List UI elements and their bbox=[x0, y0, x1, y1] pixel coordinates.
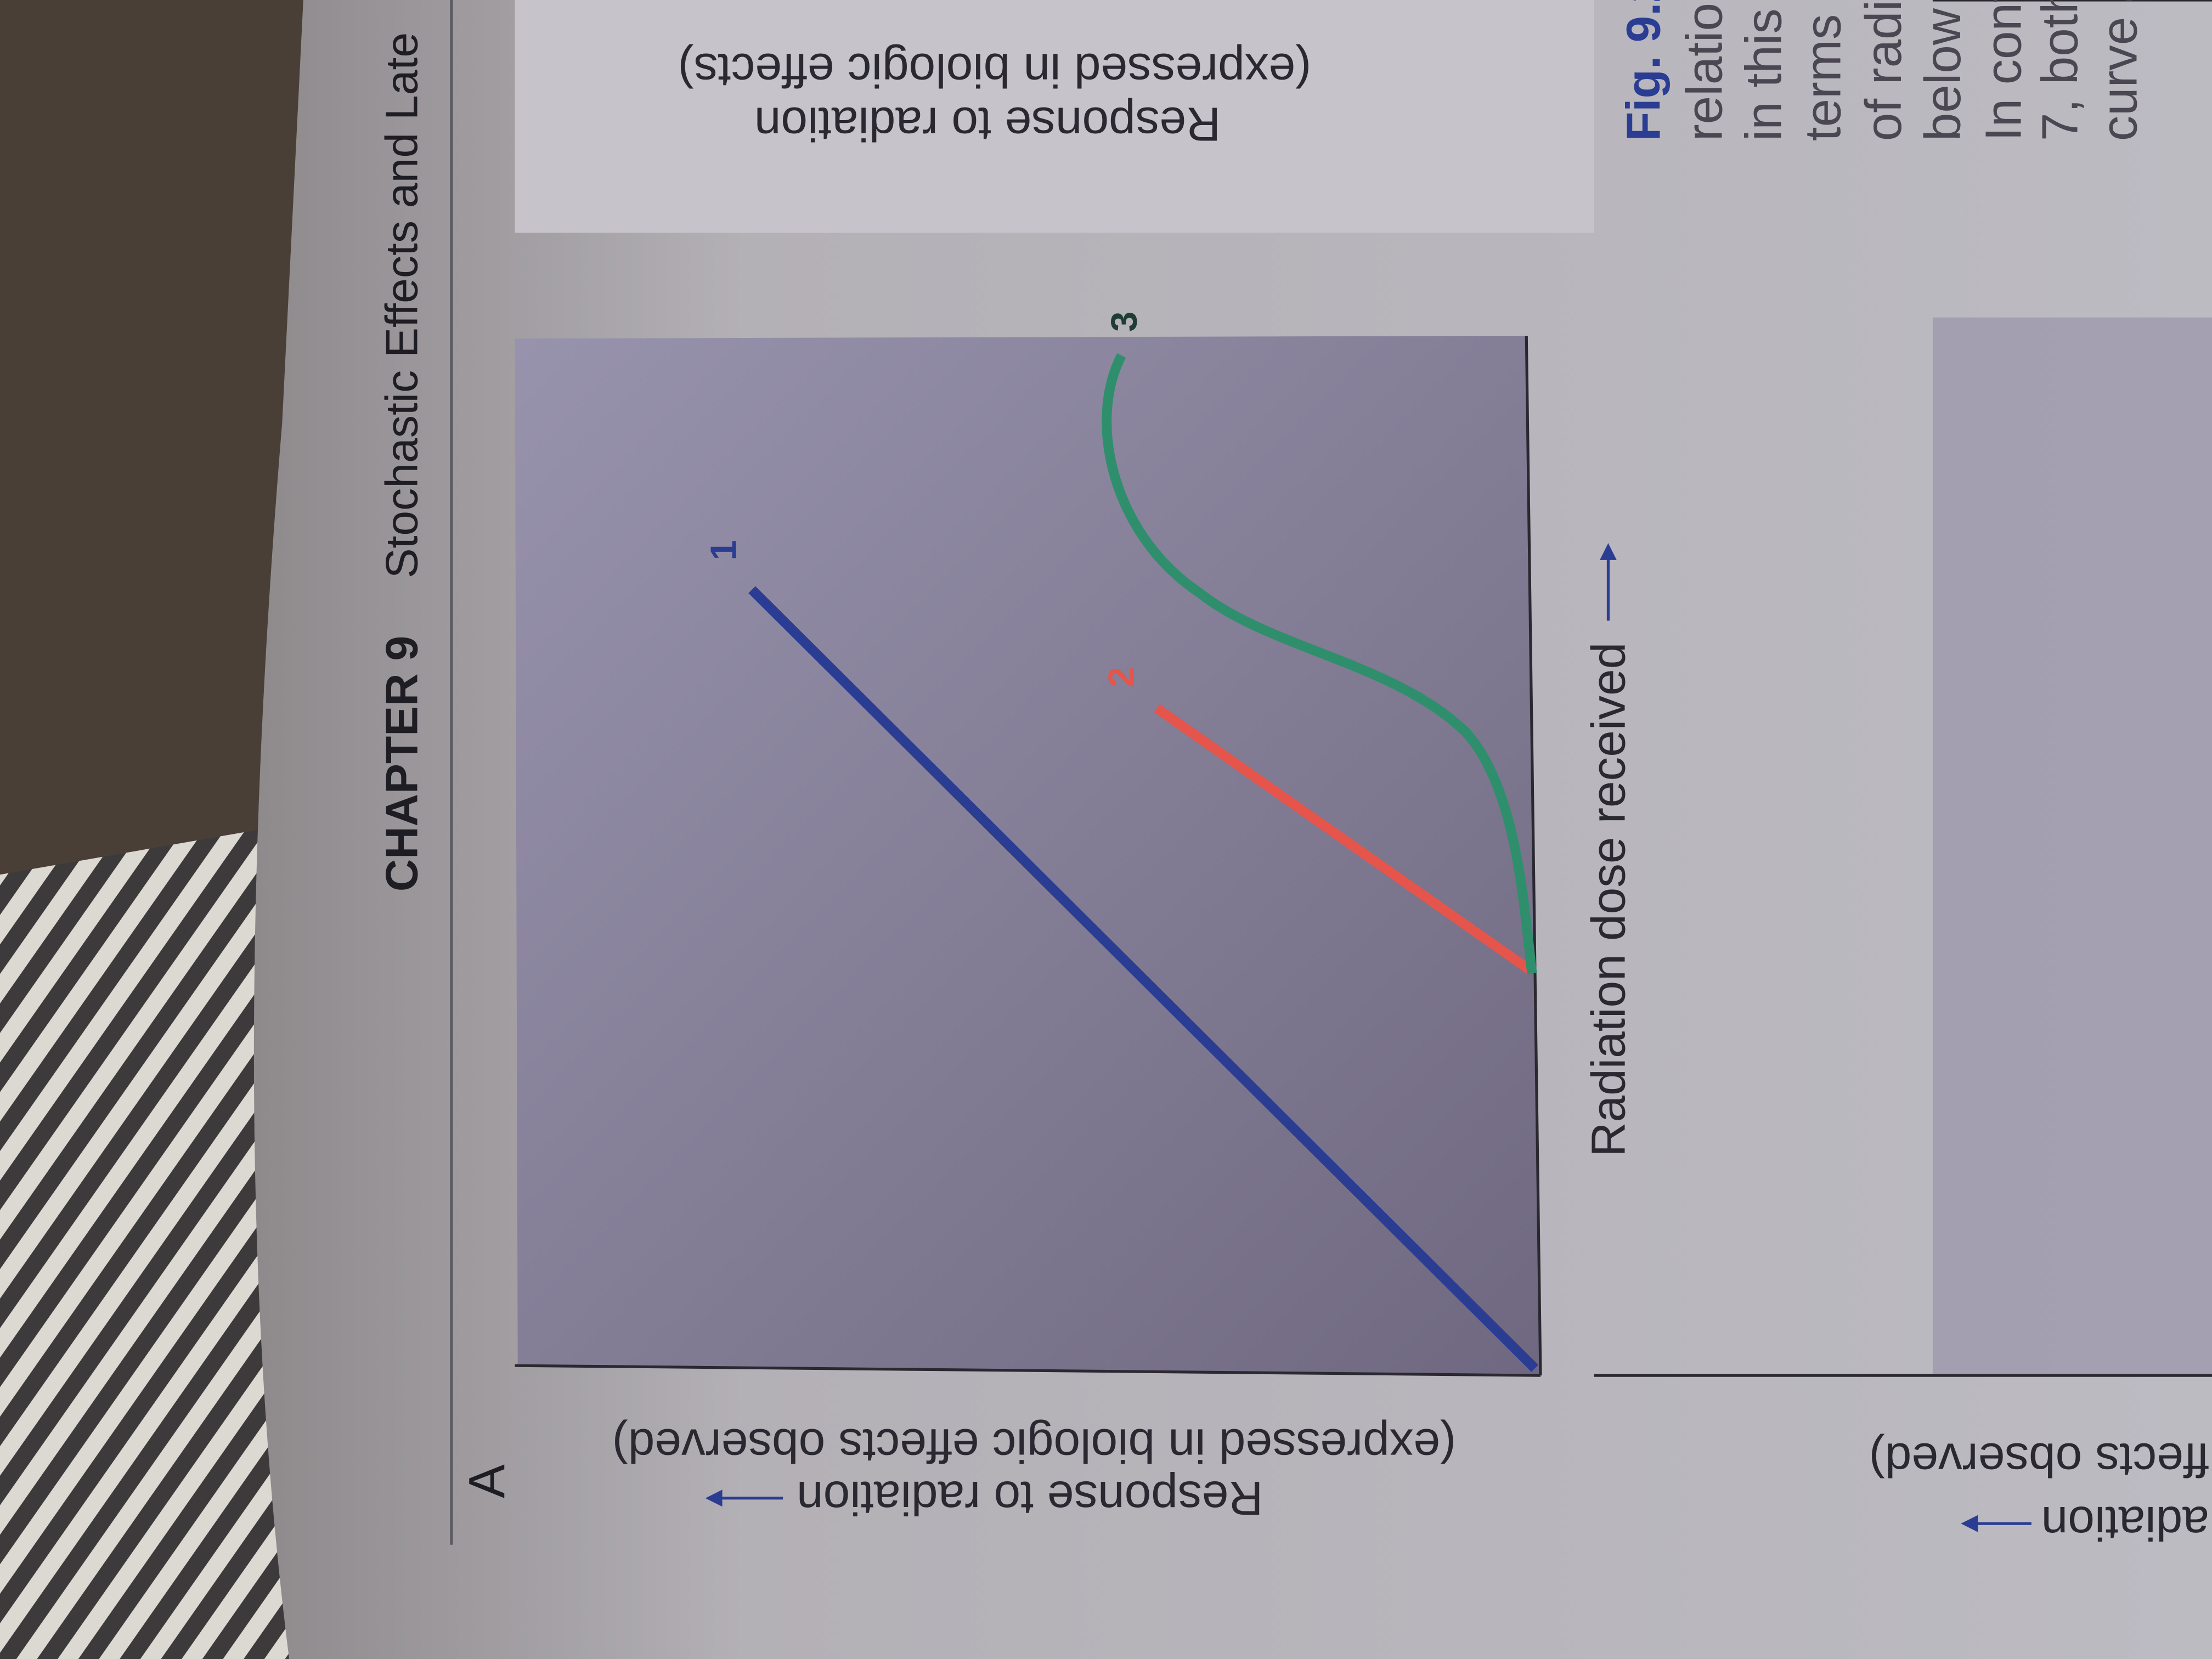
caption-line: below w bbox=[1914, 0, 1971, 141]
curve-1 bbox=[748, 586, 1539, 1372]
y-axis-sublabel: (expressed in biologic effects observed) bbox=[612, 1419, 1457, 1473]
y-axis-label: Response to radiation bbox=[754, 97, 1221, 151]
y-axis-label: adiation bbox=[2041, 1497, 2209, 1550]
caption-line: In contra bbox=[1974, 0, 2032, 141]
caption-line: terms o bbox=[1794, 0, 1851, 141]
chapter-label: CHAPTER 9 bbox=[377, 636, 427, 891]
arrow-head bbox=[705, 1489, 723, 1507]
y-axis-sublabel: (expressed in biologic effects) bbox=[678, 44, 1312, 98]
curve-label: 1 bbox=[703, 540, 744, 560]
fabric bbox=[0, 818, 325, 1659]
curve-label: 2 bbox=[1101, 667, 1142, 687]
x-axis-label: Radiation dose received bbox=[1581, 642, 1635, 1157]
chapter-title: Stochastic Effects and Late bbox=[377, 32, 427, 578]
y-axis-label: Response to radiation bbox=[797, 1471, 1263, 1525]
y-axis bbox=[515, 1364, 1541, 1377]
curve-2 bbox=[1154, 704, 1534, 975]
figure-c-panel bbox=[1932, 317, 2212, 1376]
caption-line: curve ar bbox=[2090, 0, 2147, 141]
caption-line: in this g bbox=[1735, 0, 1792, 141]
caption-label: Fig. 9.2 bbox=[1617, 0, 1671, 141]
caption-line: of radiat bbox=[1855, 0, 1912, 141]
figure-label: A bbox=[458, 1464, 515, 1498]
arrow-head bbox=[1600, 543, 1617, 560]
caption-line: relations bbox=[1675, 0, 1733, 141]
figure-b-panel bbox=[515, 0, 1594, 233]
x-axis bbox=[1525, 335, 1542, 1376]
y-axis-sublabel: ffects observed) bbox=[1869, 1433, 2209, 1487]
arrow-head bbox=[1961, 1515, 1978, 1532]
caption-text: relations in this g terms o of radiat below … bbox=[1675, 0, 2147, 141]
caption-line: 7, both bbox=[2031, 0, 2088, 141]
curve-3 bbox=[1102, 353, 1537, 974]
curve-label: 3 bbox=[1104, 312, 1145, 332]
